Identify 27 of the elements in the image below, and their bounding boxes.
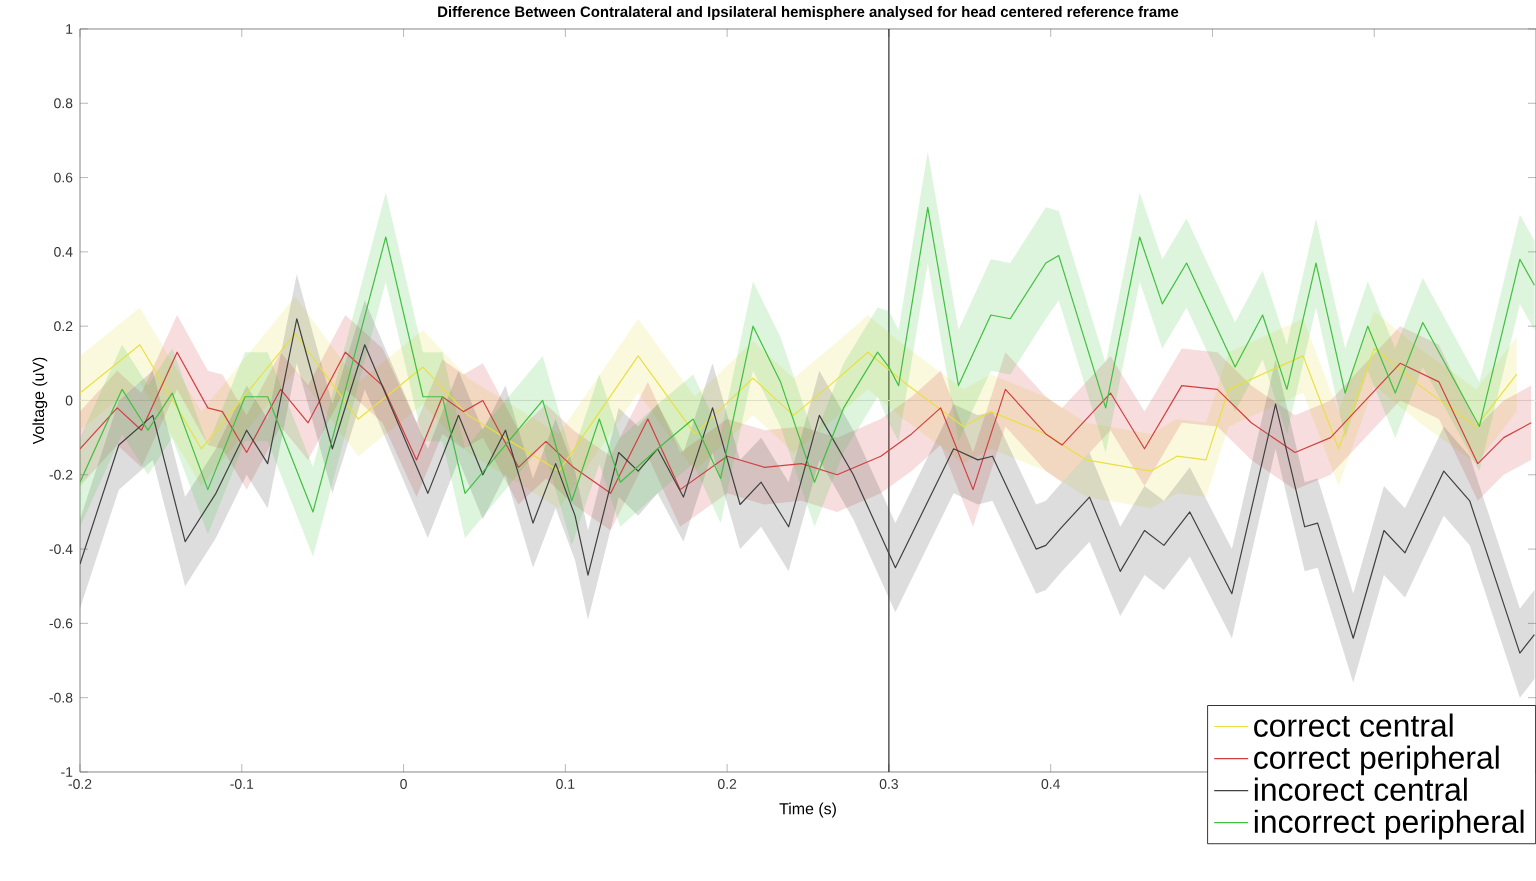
- line-series: [80, 351, 1532, 494]
- legend-label: incorect central: [1254, 777, 1467, 802]
- y-tick-label: -0.4: [49, 544, 73, 555]
- x-tick-label: 0.1: [556, 779, 575, 789]
- y-axis-title: Voltage (uV): [32, 357, 48, 445]
- x-tick-label: 0.4: [1041, 779, 1060, 789]
- x-tick-label: 0.3: [879, 779, 898, 789]
- legend-label: incorrect peripheral: [1254, 809, 1524, 840]
- y-tick-label: 0.6: [54, 172, 73, 183]
- y-tick-label: -1: [61, 767, 73, 777]
- y-tick-label: 0.8: [54, 98, 73, 109]
- y-tick-label: 0.2: [54, 321, 73, 332]
- y-tick-label: -0.6: [49, 618, 73, 629]
- x-axis-title: Time (s): [779, 802, 836, 818]
- line-series: [80, 206, 1536, 513]
- x-tick-label: 0.2: [717, 779, 737, 789]
- y-tick-label: -0.8: [49, 692, 73, 703]
- legend-label: correct peripheral: [1254, 745, 1499, 776]
- y-tick-label: 1: [66, 24, 73, 34]
- chart-title: Difference Between Contralateral and Ipsilateral hemisphere analysed for head centered reference frame: [438, 6, 1179, 20]
- y-tick-label: -0.2: [49, 469, 73, 480]
- legend-label: correct central: [1254, 713, 1453, 737]
- y-tick-label: 0: [65, 395, 73, 406]
- x-tick-label: 0: [400, 779, 407, 789]
- line-series: [80, 333, 1518, 472]
- y-tick-label: 0.4: [54, 246, 73, 257]
- x-tick-label: -0.1: [230, 779, 254, 789]
